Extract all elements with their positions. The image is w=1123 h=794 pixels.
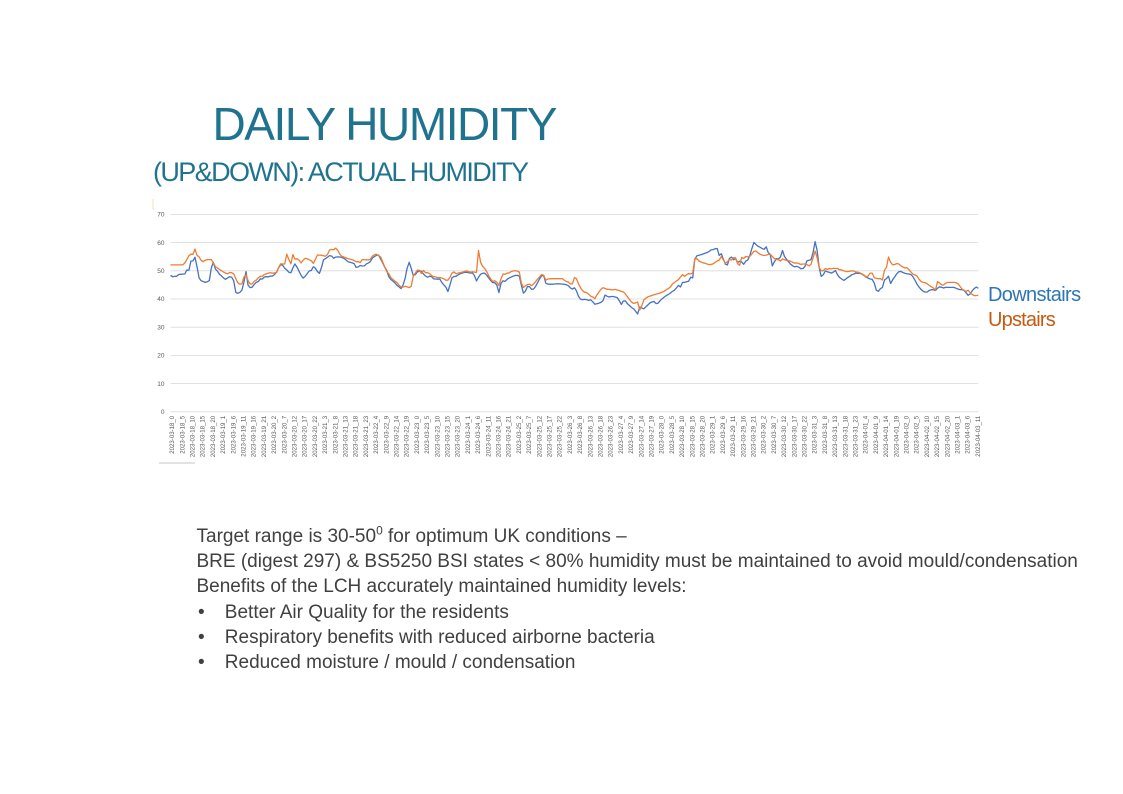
svg-text:2023-03-21_13: 2023-03-21_13 (343, 415, 350, 457)
svg-text:2023-03-30_17: 2023-03-30_17 (791, 415, 798, 457)
svg-text:0: 0 (161, 409, 165, 416)
svg-text:2023-04-01_19: 2023-04-01_19 (893, 415, 900, 457)
svg-text:2023-03-26_23: 2023-03-26_23 (608, 415, 615, 457)
svg-text:2023-04-01_9: 2023-04-01_9 (873, 415, 880, 454)
svg-text:2023-03-24_21: 2023-03-24_21 (506, 415, 513, 457)
svg-text:10: 10 (157, 381, 165, 388)
svg-text:30: 30 (157, 324, 165, 331)
svg-text:2023-03-18_15: 2023-03-18_15 (200, 415, 207, 457)
svg-text:2023-03-27_19: 2023-03-27_19 (649, 415, 656, 457)
svg-text:20: 20 (157, 353, 165, 360)
svg-text:2023-04-02_10: 2023-04-02_10 (924, 415, 931, 457)
svg-text:2023-03-31_18: 2023-03-31_18 (842, 415, 849, 457)
svg-text:2023-03-29_21: 2023-03-29_21 (751, 415, 758, 457)
svg-text:2023-03-24_16: 2023-03-24_16 (496, 415, 503, 457)
svg-text:2023-03-19_6: 2023-03-19_6 (230, 415, 237, 454)
svg-text:2023-03-23_15: 2023-03-23_15 (445, 415, 452, 457)
svg-text:2023-03-31_8: 2023-03-31_8 (822, 415, 829, 454)
svg-text:2023-03-25_2: 2023-03-25_2 (516, 415, 523, 454)
svg-text:2023-03-29_11: 2023-03-29_11 (730, 415, 737, 456)
svg-text:2023-03-23_0: 2023-03-23_0 (414, 415, 421, 454)
svg-text:2023-03-30_22: 2023-03-30_22 (802, 415, 809, 457)
svg-text:2023-03-31_13: 2023-03-31_13 (832, 415, 839, 457)
svg-text:2023-03-25_12: 2023-03-25_12 (536, 415, 543, 457)
svg-text:2023-03-28_0: 2023-03-28_0 (659, 415, 666, 454)
svg-text:2023-03-26_8: 2023-03-26_8 (577, 415, 584, 454)
svg-text:2023-03-20_17: 2023-03-20_17 (302, 415, 309, 457)
svg-text:2023-03-20_2: 2023-03-20_2 (271, 415, 278, 454)
svg-text:2023-03-21_18: 2023-03-21_18 (353, 415, 360, 457)
svg-text:2023-03-19_1: 2023-03-19_1 (220, 415, 227, 454)
svg-text:2023-03-27_14: 2023-03-27_14 (638, 415, 645, 457)
svg-text:2023-04-03_1: 2023-04-03_1 (955, 415, 962, 454)
svg-text:2023-03-21_8: 2023-03-21_8 (332, 415, 339, 454)
svg-text:2023-03-26_18: 2023-03-26_18 (598, 415, 605, 457)
svg-text:2023-03-25_17: 2023-03-25_17 (547, 415, 554, 457)
svg-text:2023-03-20_12: 2023-03-20_12 (292, 415, 299, 457)
svg-text:2023-03-29_6: 2023-03-29_6 (720, 415, 727, 454)
svg-text:2023-03-21_23: 2023-03-21_23 (363, 415, 370, 457)
svg-text:2023-03-26_13: 2023-03-26_13 (587, 415, 594, 457)
svg-text:2023-03-18_0: 2023-03-18_0 (169, 415, 176, 454)
svg-text:2023-03-18_5: 2023-03-18_5 (179, 415, 186, 454)
svg-text:2023-03-25_7: 2023-03-25_7 (526, 415, 533, 454)
svg-text:2023-03-20_7: 2023-03-20_7 (281, 415, 288, 454)
svg-text:2023-03-28_15: 2023-03-28_15 (689, 415, 696, 457)
svg-text:40: 40 (157, 296, 165, 303)
svg-text:2023-04-02_20: 2023-04-02_20 (944, 415, 951, 457)
svg-text:2023-03-22_9: 2023-03-22_9 (383, 415, 390, 454)
svg-text:2023-03-22_14: 2023-03-22_14 (394, 415, 401, 457)
svg-text:50: 50 (157, 268, 165, 275)
svg-text:2023-04-03_6: 2023-04-03_6 (965, 415, 972, 454)
svg-text:2023-04-02_5: 2023-04-02_5 (914, 415, 921, 454)
svg-text:2023-03-30_12: 2023-03-30_12 (781, 415, 788, 457)
svg-text:2023-03-28_20: 2023-03-28_20 (700, 415, 707, 457)
svg-text:2023-03-31_23: 2023-03-31_23 (853, 415, 860, 457)
svg-text:60: 60 (157, 240, 165, 247)
svg-text:2023-03-20_22: 2023-03-20_22 (312, 415, 319, 457)
svg-text:2023-03-30_2: 2023-03-30_2 (761, 415, 768, 454)
svg-text:2023-03-19_21: 2023-03-19_21 (261, 415, 268, 457)
svg-text:2023-03-23_5: 2023-03-23_5 (424, 415, 431, 454)
svg-text:2023-03-29_1: 2023-03-29_1 (710, 415, 717, 454)
svg-text:2023-03-23_10: 2023-03-23_10 (434, 415, 441, 457)
svg-text:2023-03-26_3: 2023-03-26_3 (567, 415, 574, 454)
svg-text:2023-03-27_4: 2023-03-27_4 (618, 415, 625, 454)
svg-text:2023-03-21_3: 2023-03-21_3 (322, 415, 329, 454)
svg-text:2023-03-24_6: 2023-03-24_6 (475, 415, 482, 454)
svg-text:2023-03-22_4: 2023-03-22_4 (373, 415, 380, 454)
svg-text:2023-03-28_5: 2023-03-28_5 (669, 415, 676, 454)
svg-text:2023-03-18_20: 2023-03-18_20 (210, 415, 217, 457)
svg-text:2023-03-22_19: 2023-03-22_19 (404, 415, 411, 457)
svg-text:2023-03-28_10: 2023-03-28_10 (679, 415, 686, 457)
svg-text:2023-03-29_16: 2023-03-29_16 (740, 415, 747, 457)
svg-text:2023-03-24_1: 2023-03-24_1 (465, 415, 472, 454)
svg-text:2023-04-01_4: 2023-04-01_4 (863, 415, 870, 454)
svg-text:2023-03-19_16: 2023-03-19_16 (251, 415, 258, 457)
svg-text:2023-03-23_20: 2023-03-23_20 (455, 415, 462, 457)
svg-text:2023-04-01_14: 2023-04-01_14 (883, 415, 890, 457)
svg-text:2023-03-31_3: 2023-03-31_3 (812, 415, 819, 454)
svg-text:2023-04-02_0: 2023-04-02_0 (904, 415, 911, 454)
svg-text:2023-03-24_11: 2023-03-24_11 (485, 415, 492, 456)
svg-text:2023-03-19_11: 2023-03-19_11 (241, 415, 248, 456)
svg-text:2023-03-18_10: 2023-03-18_10 (190, 415, 197, 457)
svg-text:2023-03-30_7: 2023-03-30_7 (771, 415, 778, 454)
svg-text:2023-03-25_22: 2023-03-25_22 (557, 415, 564, 457)
svg-text:2023-03-27_9: 2023-03-27_9 (628, 415, 635, 454)
svg-text:2023-04-02_15: 2023-04-02_15 (934, 415, 941, 457)
svg-text:2023-04-03_11: 2023-04-03_11 (975, 415, 982, 456)
svg-text:70: 70 (157, 212, 165, 219)
